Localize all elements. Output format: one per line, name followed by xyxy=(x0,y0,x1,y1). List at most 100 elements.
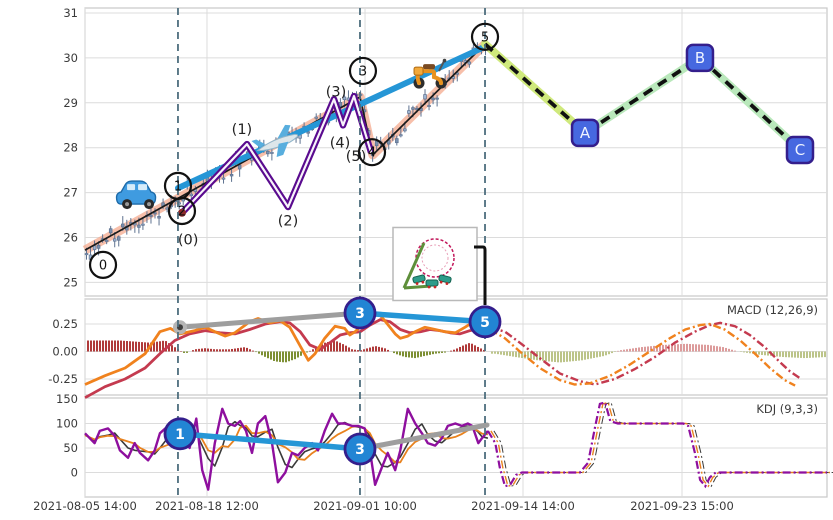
candlestick-body xyxy=(403,128,407,132)
wave-circle-marker xyxy=(88,250,118,279)
abc-box-marker xyxy=(570,118,600,148)
y-tick-label: 30 xyxy=(63,51,78,65)
candlestick-body xyxy=(157,216,161,219)
subwave-label: (3) xyxy=(326,85,347,101)
wave-circle-marker xyxy=(357,138,387,167)
wave-circle-marker xyxy=(470,22,500,51)
candlestick-body xyxy=(141,223,145,226)
panel-background xyxy=(84,298,828,396)
subwave-start-dot xyxy=(177,208,186,217)
candlestick-body xyxy=(108,228,113,234)
y-tick-label: 0.25 xyxy=(52,317,78,331)
candlestick-body xyxy=(314,116,318,119)
x-tick-label: 2021-09-01 10:00 xyxy=(313,499,417,513)
wave-circle-marker xyxy=(348,56,378,86)
x-tick-label: 2021-09-14 14:00 xyxy=(471,499,575,513)
coaster-car-wheel xyxy=(427,285,431,289)
axis-tick-layer: 252627282930310.250.00-0.251501005002021… xyxy=(33,6,734,513)
candlestick-body xyxy=(395,138,399,144)
indicator-circle-marker xyxy=(163,417,197,451)
y-tick-label: 100 xyxy=(56,417,78,431)
indicator-circle-marker xyxy=(468,305,502,339)
candlestick-body xyxy=(221,177,226,180)
y-tick-label: 28 xyxy=(63,141,78,155)
y-tick-label: 0.00 xyxy=(52,345,78,359)
candlestick-body xyxy=(423,94,427,100)
scooter-icon xyxy=(413,58,447,89)
candlestick-body xyxy=(92,245,97,250)
candlestick-body xyxy=(229,174,234,177)
car-wheel-hub xyxy=(147,202,152,207)
roller-coaster-icon xyxy=(402,238,455,290)
coaster-car-wheel xyxy=(439,280,443,284)
kdj-title: KDJ (9,3,3) xyxy=(756,402,818,416)
coaster-car-wheel xyxy=(415,282,419,285)
candlestick-body xyxy=(435,97,439,100)
macd-gray-connector xyxy=(177,310,363,330)
y-tick-label: 50 xyxy=(63,441,78,455)
indicator-circle-marker xyxy=(343,296,377,330)
candlestick-body xyxy=(270,151,274,154)
abc-box-label: C xyxy=(795,141,805,159)
indicator-circle-marker xyxy=(343,432,377,466)
macd-dea-forecast-line xyxy=(489,321,801,386)
candlestick-body xyxy=(342,96,347,101)
abc-box-label: A xyxy=(580,124,591,142)
scooter-box xyxy=(413,66,424,76)
inset-box xyxy=(392,226,478,302)
indicator-circle-label: 3 xyxy=(355,306,365,322)
car-window xyxy=(127,184,136,191)
plane-wing xyxy=(275,124,291,142)
wave-circle-label: 5 xyxy=(481,30,489,45)
y-tick-label: 29 xyxy=(63,96,78,110)
candlestick-body xyxy=(112,238,117,242)
coaster-loop xyxy=(415,238,455,278)
candlestick-body xyxy=(427,105,431,107)
y-tick-label: 0 xyxy=(71,466,78,480)
coaster-car-body xyxy=(438,274,452,284)
coaster-car-wheel xyxy=(445,282,449,285)
candlestick-body xyxy=(137,224,141,228)
abc-box-marker xyxy=(785,135,815,165)
x-tick-label: 2021-08-18 12:00 xyxy=(155,499,259,513)
coaster-car-body xyxy=(412,274,426,284)
coaster-car xyxy=(425,279,439,289)
indicator-circle-label: 5 xyxy=(480,315,490,331)
wave-circle-label: 0 xyxy=(99,258,107,273)
car-window xyxy=(138,184,148,191)
plane-icon xyxy=(251,124,299,158)
subwave-label: (1) xyxy=(232,122,253,138)
x-tick-label: 2021-09-23 15:00 xyxy=(630,499,734,513)
candlestick-body xyxy=(149,214,153,217)
indicator-circle-label: 1 xyxy=(175,427,185,443)
wave-circle-label: 3 xyxy=(359,64,367,79)
coaster-car-wheel xyxy=(433,285,437,289)
candlestick-body xyxy=(96,244,101,249)
macd-dif-line xyxy=(84,311,486,386)
scooter-handle xyxy=(442,58,447,63)
wave-circle-label: 4 xyxy=(368,146,376,161)
kdj-blue-connector xyxy=(177,431,363,452)
plane-wing xyxy=(276,141,289,158)
wave-circle-marker xyxy=(167,196,197,226)
scooter-handlebar xyxy=(438,60,445,72)
kdj-gray-connector xyxy=(357,422,490,452)
kdj-forecast-line xyxy=(493,401,833,488)
candlestick-body xyxy=(237,164,242,170)
wave-circle-label: 2 xyxy=(178,205,186,220)
candlestick-body xyxy=(407,110,411,114)
macd-dif-forecast-line xyxy=(489,322,796,387)
plane-tail xyxy=(251,139,266,148)
abc-box-label: B xyxy=(695,49,705,67)
subwave-label: (0) xyxy=(178,233,199,249)
coaster-car xyxy=(438,274,452,285)
y-tick-label: 25 xyxy=(63,275,78,289)
candlestick-body xyxy=(189,193,194,197)
candlestick-body xyxy=(116,236,121,241)
wave-circle-label: 1 xyxy=(174,179,182,194)
macd-panel xyxy=(84,310,826,399)
candlestick-body xyxy=(84,253,89,256)
plane-fuselage xyxy=(256,133,299,152)
annotation-arrow xyxy=(474,245,487,305)
